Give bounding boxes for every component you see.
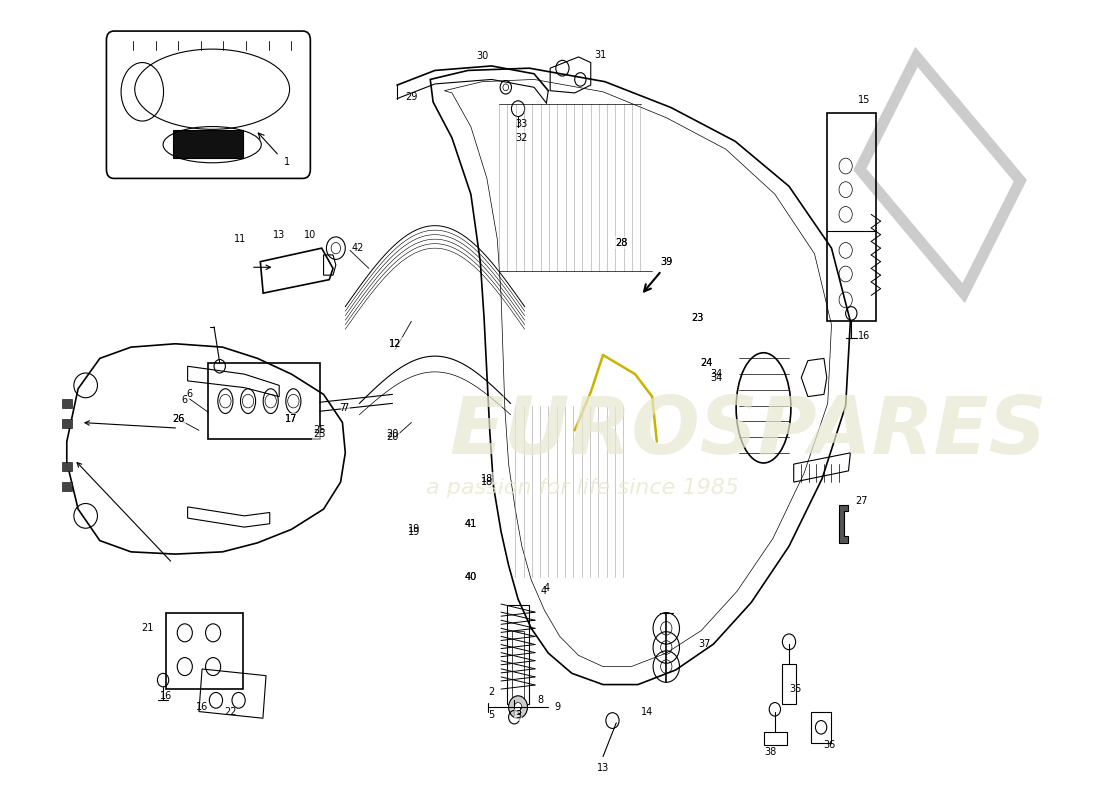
Text: 36: 36 [824, 740, 836, 750]
Bar [208, 363, 320, 439]
Text: 5: 5 [488, 710, 495, 720]
Bar [513, 630, 524, 704]
Text: EUROSPARES: EUROSPARES [450, 393, 1047, 471]
Text: 23: 23 [691, 313, 704, 323]
Text: 7: 7 [339, 403, 345, 413]
Text: 7: 7 [342, 403, 349, 413]
Text: 3: 3 [515, 706, 521, 717]
Text: 20: 20 [386, 432, 398, 442]
Text: 24: 24 [701, 358, 713, 368]
Text: 15: 15 [858, 94, 871, 105]
Text: 12: 12 [389, 338, 402, 349]
Text: 14: 14 [641, 706, 653, 717]
Text: 9: 9 [554, 702, 560, 712]
Text: 10: 10 [305, 230, 317, 240]
Text: 41: 41 [464, 518, 477, 529]
Bar [811, 711, 832, 743]
Text: 1: 1 [284, 157, 289, 166]
Text: 17: 17 [285, 414, 298, 424]
Bar [62, 482, 72, 491]
Text: 21: 21 [141, 623, 153, 634]
Text: 39: 39 [660, 257, 672, 266]
Text: 28: 28 [616, 238, 628, 247]
Text: 19: 19 [408, 526, 420, 537]
Text: 32: 32 [516, 133, 528, 143]
Polygon shape [839, 505, 848, 543]
Bar [62, 462, 72, 471]
Text: 40: 40 [464, 571, 477, 582]
Text: 4: 4 [540, 586, 547, 596]
Text: 40: 40 [464, 571, 477, 582]
Text: 18: 18 [481, 477, 493, 487]
Text: 13: 13 [597, 763, 609, 773]
Text: 23: 23 [691, 313, 704, 323]
Bar [199, 669, 266, 718]
Circle shape [508, 696, 528, 718]
Text: 34: 34 [711, 369, 723, 379]
Text: 29: 29 [405, 93, 418, 102]
Text: 16: 16 [196, 702, 208, 712]
Text: 16: 16 [858, 331, 871, 341]
Text: 30: 30 [476, 51, 488, 61]
Bar [62, 399, 72, 408]
Text: 27: 27 [856, 496, 868, 506]
Text: 31: 31 [594, 50, 606, 60]
Text: 19: 19 [408, 524, 420, 534]
Text: 6: 6 [186, 390, 192, 399]
Text: 38: 38 [764, 747, 777, 757]
Text: 13: 13 [273, 230, 285, 240]
Text: 39: 39 [660, 257, 672, 266]
Text: 12: 12 [389, 338, 402, 349]
Text: 18: 18 [481, 474, 493, 484]
Bar [166, 613, 243, 689]
Text: 25: 25 [314, 426, 326, 435]
Text: 35: 35 [790, 684, 802, 694]
Text: 3: 3 [515, 710, 521, 720]
Text: 6: 6 [182, 395, 188, 405]
Bar [763, 732, 788, 746]
Bar [173, 130, 243, 158]
Text: 25: 25 [314, 429, 326, 438]
Text: 17: 17 [285, 414, 298, 424]
Bar [62, 419, 72, 428]
Bar [827, 113, 876, 322]
Text: 2: 2 [488, 687, 495, 698]
Text: 34: 34 [711, 373, 723, 382]
Text: 22: 22 [224, 706, 236, 717]
Text: 8: 8 [537, 695, 543, 706]
Text: 4: 4 [543, 583, 549, 593]
Text: 42: 42 [351, 243, 364, 253]
Circle shape [515, 702, 521, 711]
Text: 24: 24 [701, 358, 713, 368]
Text: 20: 20 [386, 429, 398, 438]
Text: 26: 26 [172, 414, 185, 424]
Bar [782, 664, 795, 704]
Text: 37: 37 [697, 639, 711, 649]
Text: 16: 16 [160, 691, 172, 701]
Text: 41: 41 [464, 518, 477, 529]
Text: a passion for life since 1985: a passion for life since 1985 [426, 478, 739, 498]
Bar [507, 605, 529, 704]
Text: 11: 11 [234, 234, 246, 244]
Text: 28: 28 [616, 238, 628, 247]
Circle shape [331, 242, 341, 254]
Text: 26: 26 [172, 414, 185, 424]
Text: 33: 33 [516, 119, 528, 130]
